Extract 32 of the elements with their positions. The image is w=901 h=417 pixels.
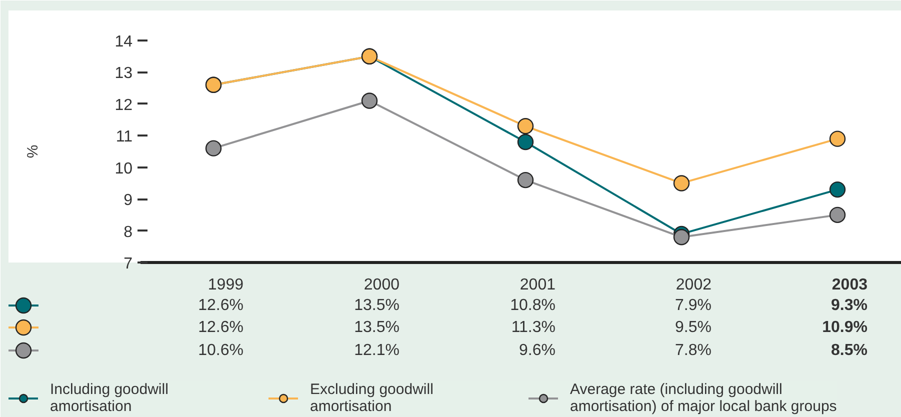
- data-label: 10.8%: [510, 297, 556, 314]
- data-label: 7.8%: [675, 342, 712, 359]
- y-tick-label: 14: [114, 34, 133, 50]
- x-tick-label: 1999: [208, 276, 244, 294]
- legend-label: Including goodwill amortisation: [50, 381, 170, 415]
- x-tick-label: 2001: [520, 276, 556, 294]
- y-tick-label: 8: [124, 224, 133, 241]
- y-tick-label: 12: [114, 96, 133, 114]
- y-tick-label: 7: [124, 256, 133, 272]
- x-tick-label: 2000: [364, 276, 400, 294]
- legend-label: Excluding goodwill amortisation: [310, 381, 434, 415]
- y-tick-label: 13: [114, 65, 133, 82]
- data-label: 12.6%: [198, 297, 244, 314]
- data-label: 11.3%: [511, 319, 556, 336]
- x-tick-label: 2003: [832, 276, 868, 294]
- data-label: 9.5%: [675, 319, 712, 336]
- data-label: 10.6%: [198, 342, 244, 359]
- data-label: 9.3%: [831, 297, 868, 314]
- y-tick-label: 11: [116, 128, 133, 146]
- data-label: 8.5%: [831, 342, 868, 359]
- x-tick-label: 2002: [676, 276, 712, 294]
- data-label: 10.9%: [822, 319, 868, 336]
- legend-label: Average rate (including goodwill amortisation) of major local bank groups: [570, 381, 837, 415]
- data-label: 13.5%: [354, 297, 400, 314]
- data-label: 7.9%: [675, 297, 712, 314]
- data-label: 12.1%: [354, 342, 400, 359]
- y-axis-title: %: [24, 144, 42, 158]
- data-label: 12.6%: [198, 319, 244, 336]
- y-tick-label: 9: [124, 192, 133, 210]
- data-label: 9.6%: [519, 342, 556, 359]
- data-label: 13.5%: [354, 319, 400, 336]
- y-tick-label: 10: [114, 160, 133, 178]
